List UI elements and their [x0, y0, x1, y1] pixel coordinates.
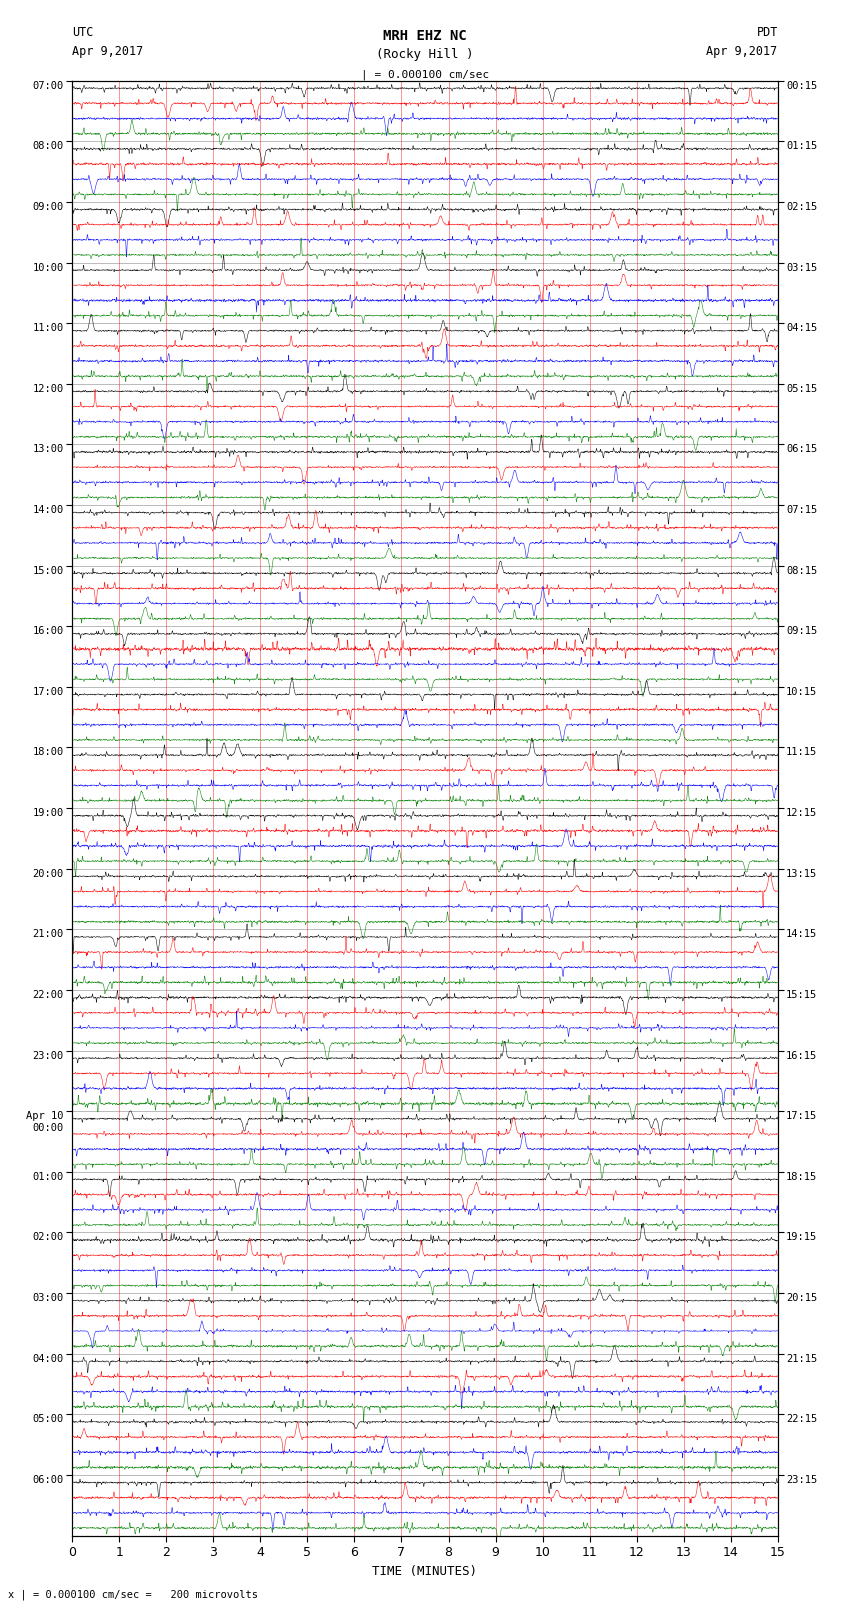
Text: UTC: UTC: [72, 26, 94, 39]
Text: Apr 9,2017: Apr 9,2017: [706, 45, 778, 58]
Text: (Rocky Hill ): (Rocky Hill ): [377, 48, 473, 61]
Text: x | = 0.000100 cm/sec =   200 microvolts: x | = 0.000100 cm/sec = 200 microvolts: [8, 1589, 258, 1600]
Text: MRH EHZ NC: MRH EHZ NC: [383, 29, 467, 44]
X-axis label: TIME (MINUTES): TIME (MINUTES): [372, 1565, 478, 1578]
Text: | = 0.000100 cm/sec: | = 0.000100 cm/sec: [361, 69, 489, 81]
Text: Apr 9,2017: Apr 9,2017: [72, 45, 144, 58]
Text: PDT: PDT: [756, 26, 778, 39]
